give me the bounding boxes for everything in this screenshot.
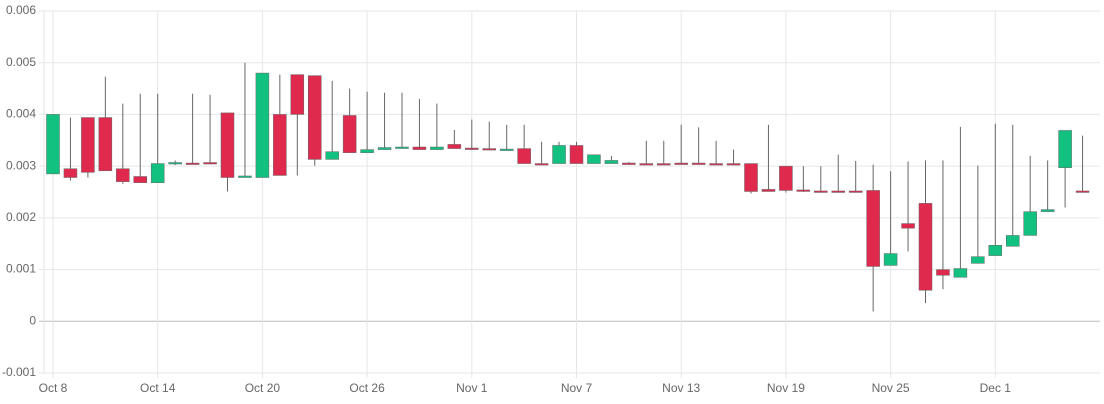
y-tick-label: -0.001 xyxy=(2,365,36,379)
x-tick-label: Nov 19 xyxy=(767,381,805,395)
candle-body xyxy=(761,189,776,192)
x-tick-label: Nov 25 xyxy=(872,381,910,395)
candle-body xyxy=(848,190,863,193)
candle-body xyxy=(150,163,165,183)
x-tick-label: Oct 26 xyxy=(349,381,385,395)
y-tick-label: 0.004 xyxy=(6,107,36,121)
candle-body xyxy=(1075,190,1090,193)
candle-body xyxy=(168,162,182,165)
x-tick-label: Oct 14 xyxy=(140,381,176,395)
candle-body xyxy=(46,114,60,175)
x-tick-label: Oct 20 xyxy=(245,381,281,395)
candle-body xyxy=(691,162,706,165)
candle-body xyxy=(1058,130,1072,168)
candle-body xyxy=(831,190,845,193)
candle-body xyxy=(901,223,915,229)
candle-body xyxy=(342,115,357,153)
candle-body xyxy=(308,75,322,160)
candle-body xyxy=(587,154,601,164)
y-tick-label: 0.005 xyxy=(6,55,36,69)
candle-body xyxy=(657,163,671,166)
candle-body xyxy=(796,189,811,192)
candle-body xyxy=(238,175,252,178)
candle-body xyxy=(1006,235,1020,247)
candle-body xyxy=(185,162,200,165)
candle-body xyxy=(203,162,217,165)
y-tick-label: 0 xyxy=(29,313,36,327)
candle-body xyxy=(569,145,584,164)
candle-body xyxy=(534,163,549,166)
candle-body xyxy=(412,146,427,150)
y-tick-label: 0.002 xyxy=(6,210,36,224)
x-tick-label: Nov 13 xyxy=(662,381,700,395)
candle-body xyxy=(814,190,828,193)
candle-body xyxy=(622,162,636,165)
candle-body xyxy=(499,148,514,151)
candle-body xyxy=(63,168,78,178)
candle-body xyxy=(779,165,793,191)
x-tick-label: Oct 8 xyxy=(39,381,68,395)
candle-body xyxy=(517,148,531,164)
candle-body xyxy=(325,151,339,160)
candle-body xyxy=(220,112,235,178)
candle-body xyxy=(273,114,287,176)
candle-body xyxy=(744,163,758,192)
x-tick-label: Nov 1 xyxy=(456,381,488,395)
candle-body xyxy=(552,145,566,164)
y-tick-label: 0.003 xyxy=(6,158,36,172)
x-tick-label: Dec 1 xyxy=(980,381,1012,395)
candle-body xyxy=(709,163,723,166)
candle-body xyxy=(883,253,898,266)
candle-body xyxy=(1040,209,1055,212)
y-tick-label: 0.001 xyxy=(6,262,36,276)
candle-body xyxy=(936,269,950,276)
candle-body xyxy=(377,147,392,150)
candle-body xyxy=(674,162,688,165)
candle-body xyxy=(918,203,933,291)
candle-body xyxy=(290,74,305,115)
candle-body xyxy=(360,149,374,153)
candle-body xyxy=(482,148,496,151)
candle-body xyxy=(430,146,444,150)
candle-body xyxy=(116,168,130,182)
candle-body xyxy=(1023,211,1037,236)
candle-body xyxy=(98,117,113,172)
candle-body xyxy=(866,190,880,267)
y-tick-label: 0.006 xyxy=(6,3,36,17)
candle-body xyxy=(465,147,479,150)
candle-body xyxy=(604,160,619,164)
candle-body xyxy=(255,72,270,178)
candle-body xyxy=(953,268,968,278)
candle-body xyxy=(971,256,985,264)
candle-body xyxy=(133,176,147,183)
candle-body xyxy=(81,117,95,173)
x-tick-label: Nov 7 xyxy=(561,381,593,395)
candle-body xyxy=(988,245,1003,256)
candle-body xyxy=(447,144,462,149)
candle-body xyxy=(395,146,409,149)
candle-body xyxy=(639,163,654,166)
candle-body xyxy=(726,163,741,166)
